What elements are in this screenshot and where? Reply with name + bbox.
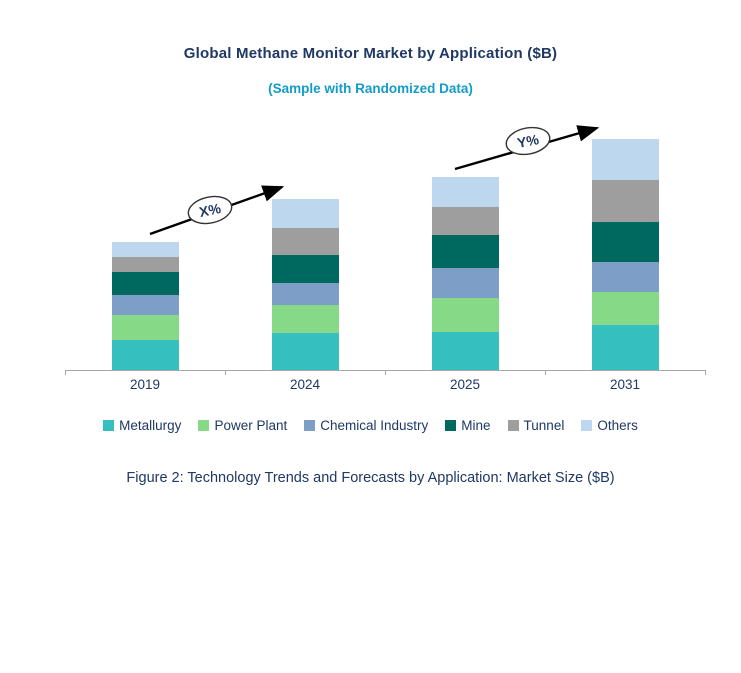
- axis-tick: [705, 371, 706, 375]
- legend-item-mine: Mine: [445, 418, 491, 433]
- segment-power-plant: [111, 315, 179, 340]
- x-tick-label-2031: 2031: [609, 377, 641, 392]
- legend-label: Metallurgy: [119, 418, 182, 433]
- legend-swatch-others: [581, 420, 593, 431]
- chart-subtitle: (Sample with Randomized Data): [268, 81, 473, 96]
- axis-tick: [385, 371, 386, 375]
- legend-item-chemical-industry: Chemical Industry: [304, 418, 428, 433]
- legend-label: Chemical Industry: [320, 418, 429, 433]
- segment-mine: [591, 222, 659, 262]
- segment-others: [271, 199, 339, 228]
- segment-chemical-industry: [591, 262, 659, 292]
- legend-swatch-power-plant: [198, 420, 210, 431]
- segment-tunnel: [431, 207, 499, 235]
- stacked-bar-2031: [591, 139, 659, 370]
- stacked-bar-2025: [431, 177, 499, 370]
- x-tick-label-2024: 2024: [289, 377, 321, 392]
- segment-others: [111, 242, 179, 257]
- legend-label: Tunnel: [523, 418, 565, 433]
- x-tick-label-2025: 2025: [449, 377, 481, 392]
- segment-metallurgy: [431, 332, 499, 370]
- segment-metallurgy: [591, 325, 659, 370]
- legend-swatch-tunnel: [507, 420, 519, 431]
- segment-chemical-industry: [271, 283, 339, 305]
- legend-swatch-mine: [445, 420, 457, 431]
- legend-item-others: Others: [581, 418, 638, 433]
- plot-area: [65, 108, 705, 370]
- figure-caption: Figure 2: Technology Trends and Forecast…: [126, 470, 615, 486]
- segment-chemical-industry: [431, 268, 499, 298]
- x-tick-label-2019: 2019: [129, 377, 161, 392]
- x-axis: [65, 370, 706, 375]
- legend-label: Power Plant: [214, 418, 288, 433]
- legend-swatch-metallurgy: [103, 420, 115, 431]
- legend-item-tunnel: Tunnel: [507, 418, 565, 433]
- legend-label: Others: [597, 418, 638, 433]
- axis-tick: [545, 371, 546, 375]
- legend-swatch-chemical-industry: [304, 420, 316, 431]
- segment-power-plant: [591, 292, 659, 325]
- segment-chemical-industry: [111, 295, 179, 315]
- segment-metallurgy: [111, 340, 179, 370]
- chart-title: Global Methane Monitor Market by Applica…: [183, 45, 558, 62]
- stacked-bar-2024: [271, 199, 339, 370]
- segment-power-plant: [271, 305, 339, 333]
- segment-mine: [271, 255, 339, 283]
- legend-item-metallurgy: Metallurgy: [103, 418, 181, 433]
- x-axis-labels: 2019 2024 2025 2031: [65, 377, 705, 392]
- segment-tunnel: [111, 257, 179, 272]
- legend-label: Mine: [461, 418, 491, 433]
- segment-tunnel: [271, 228, 339, 255]
- segment-mine: [431, 235, 499, 268]
- segment-tunnel: [591, 180, 659, 222]
- segment-power-plant: [431, 298, 499, 332]
- stacked-bar-2019: [111, 242, 179, 370]
- segment-others: [591, 139, 659, 180]
- axis-tick: [225, 371, 226, 375]
- segment-metallurgy: [271, 333, 339, 370]
- legend-item-power-plant: Power Plant: [198, 418, 287, 433]
- legend: Metallurgy Power Plant Chemical Industry Mi…: [0, 418, 741, 433]
- segment-others: [431, 177, 499, 207]
- segment-mine: [111, 272, 179, 295]
- axis-tick: [65, 371, 66, 375]
